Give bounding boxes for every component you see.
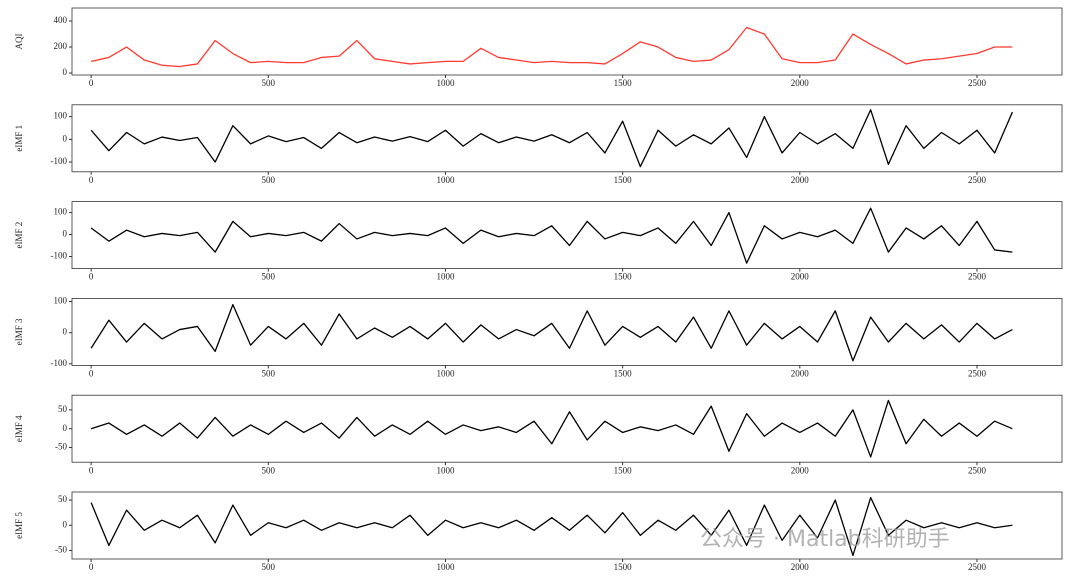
x-tick-label: 2500 <box>968 368 987 378</box>
y-tick-label: 0 <box>63 327 68 337</box>
y-tick-label: 50 <box>58 494 68 504</box>
x-tick-label: 2000 <box>791 562 810 572</box>
signal-line <box>90 399 1013 458</box>
plot-frame <box>71 7 1063 76</box>
y-tick-label: 200 <box>54 41 68 51</box>
x-tick-label: 1000 <box>436 272 455 282</box>
y-axis-label: eIMF 1 <box>14 125 24 152</box>
x-tick-label: 0 <box>89 78 94 88</box>
y-tick-label: -50 <box>55 544 67 554</box>
y-tick-label: 0 <box>63 423 68 433</box>
watermark: 公众号 · Matlab科研助手 <box>700 527 950 552</box>
x-tick-label: 0 <box>89 465 94 475</box>
plot-frame <box>71 297 1063 366</box>
x-tick-label: 500 <box>262 272 276 282</box>
x-tick-label: 2000 <box>791 78 810 88</box>
y-tick-label: 0 <box>63 229 68 239</box>
x-tick-label: 1500 <box>614 272 633 282</box>
plot-frame <box>71 104 1063 173</box>
y-tick-label: 0 <box>63 133 68 143</box>
signal-line <box>90 496 1013 557</box>
signal-line <box>90 26 1013 68</box>
y-tick-label: 100 <box>54 207 68 217</box>
x-tick-label: 1500 <box>614 175 633 185</box>
y-axis-label: eIMF 4 <box>14 415 24 442</box>
x-tick-label: 2500 <box>968 78 987 88</box>
x-tick-label: 500 <box>262 368 276 378</box>
y-tick-label: 100 <box>54 296 68 306</box>
x-tick-label: 500 <box>262 78 276 88</box>
x-tick-label: 1500 <box>614 562 633 572</box>
x-tick-label: 500 <box>262 465 276 475</box>
x-tick-label: 2000 <box>791 465 810 475</box>
y-axis-label: eIMF 5 <box>14 512 24 539</box>
signal-line <box>90 303 1013 362</box>
x-tick-label: 500 <box>262 175 276 185</box>
x-tick-label: 2500 <box>968 562 987 572</box>
y-axis-label: eIMF 2 <box>14 222 24 249</box>
x-tick-label: 0 <box>89 175 94 185</box>
y-tick-label: -100 <box>51 251 68 261</box>
y-axis-label: eIMF 3 <box>14 318 24 345</box>
x-tick-label: 1000 <box>436 175 455 185</box>
y-tick-label: -50 <box>55 442 67 452</box>
x-tick-label: 0 <box>89 562 94 572</box>
y-tick-label: 100 <box>54 111 68 121</box>
x-tick-label: 500 <box>262 562 276 572</box>
y-axis-label: AQI <box>14 34 24 50</box>
x-tick-label: 1500 <box>614 465 633 475</box>
y-tick-label: -100 <box>51 156 68 166</box>
x-tick-label: 2500 <box>968 175 987 185</box>
x-tick-label: 2000 <box>791 368 810 378</box>
plot-frame <box>71 201 1063 270</box>
x-tick-label: 2500 <box>968 272 987 282</box>
x-tick-label: 2000 <box>791 175 810 185</box>
y-tick-label: -100 <box>51 358 68 368</box>
y-tick-label: 400 <box>54 15 68 25</box>
signal-line <box>90 109 1013 168</box>
x-tick-label: 2500 <box>968 465 987 475</box>
x-tick-label: 1000 <box>436 368 455 378</box>
x-tick-label: 1000 <box>436 78 455 88</box>
x-tick-label: 2000 <box>791 272 810 282</box>
signal-line <box>90 207 1013 264</box>
y-tick-label: 50 <box>58 404 68 414</box>
x-tick-label: 1000 <box>436 465 455 475</box>
x-tick-label: 1500 <box>614 78 633 88</box>
y-tick-label: 0 <box>63 67 68 77</box>
x-tick-label: 0 <box>89 368 94 378</box>
subplot: 0 200 400 0 500 1000 1500 2000 2500 AQI <box>14 7 1063 88</box>
x-tick-label: 0 <box>89 272 94 282</box>
x-tick-label: 1000 <box>436 562 455 572</box>
x-tick-label: 1500 <box>614 368 633 378</box>
plot-frame <box>71 394 1063 463</box>
y-tick-label: 0 <box>63 519 68 529</box>
